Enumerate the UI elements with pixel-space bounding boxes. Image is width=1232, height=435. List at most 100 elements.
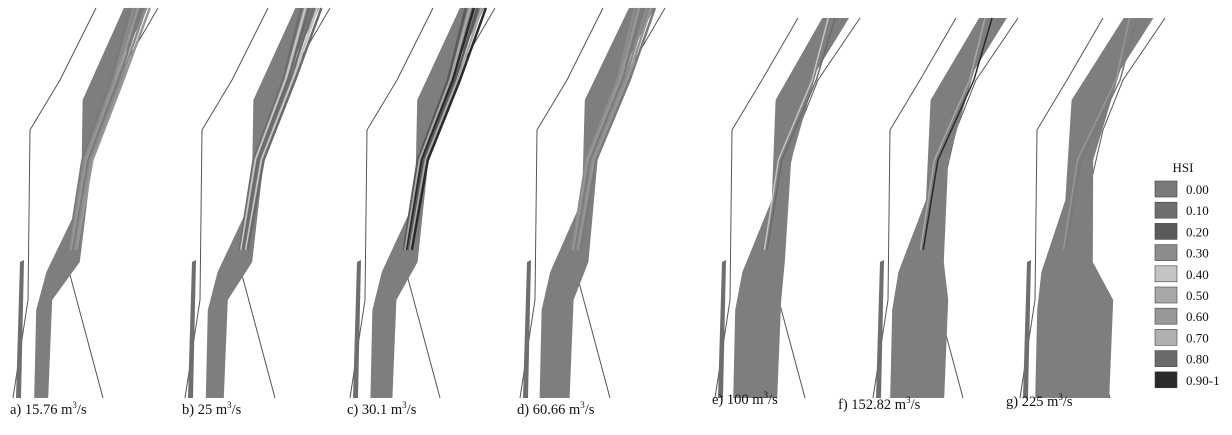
wetted-area [370,8,485,398]
wetted-area [34,8,148,398]
hsi-streak [238,7,303,251]
legend-title: HSI [1173,160,1194,175]
left-bank-line [872,17,957,399]
river-panels [12,7,1166,399]
panel-caption: b) 25 m3/s [182,400,242,418]
river-panel-e [714,17,861,399]
hsi-streak [577,7,653,251]
river-panel-b [184,7,331,399]
river-panel-f [872,17,1019,399]
legend-entry: 0.80 [1154,350,1209,367]
legend-label: 0.90-1 [1186,373,1220,388]
hsi-streak [407,7,480,251]
legend-entry: 0.60 [1154,307,1209,325]
hsi-streak [68,7,136,251]
legend-label: 0.40 [1186,267,1209,282]
wetted-area [890,18,1007,398]
panel-caption: a) 15.76 m3/s [10,400,87,418]
legend-entry: 0.90-1 [1154,371,1220,389]
legend-swatch [1154,329,1178,346]
hsi-streak [922,17,993,251]
hsi-streak [239,7,307,251]
panel-caption: d) 60.66 m3/s [517,400,595,418]
hsi-streak [578,7,657,251]
legend-entry: 0.50 [1154,286,1209,304]
wetted-area [733,18,850,398]
hsi-streak [244,7,319,251]
legend-entry: 0.10 [1154,201,1209,219]
hsi-streak [73,7,148,251]
panel-caption: e) 100 m3/s [712,390,778,408]
legend-entry: 0.00 [1154,180,1209,198]
wetted-area [205,8,320,398]
hsi-streak [71,7,144,251]
side-channel [16,260,24,398]
legend-entry: 0.30 [1154,244,1209,261]
hsi-streak [246,7,323,251]
legend-swatch [1154,223,1178,240]
legend-label: 0.50 [1186,288,1209,303]
legend-label: 0.30 [1186,246,1209,261]
wetted-area [539,8,655,398]
hsi-streak [575,7,649,251]
panel-captions: a) 15.76 m3/s b) 25 m3/s c) 30.1 m3/s d) 60… [10,390,1073,418]
panel-caption: g) 225 m3/s [1006,392,1073,410]
wetted-area [1035,18,1154,398]
legend-label: 0.00 [1186,182,1209,197]
legend-swatch [1154,180,1178,198]
side-channel [188,260,196,398]
river-panel-c [349,7,496,399]
river-panel-a [12,7,159,399]
hsi-streak [67,7,132,251]
river-panel-d [519,7,666,399]
hsi-streak [404,7,472,251]
hsi-streak [408,7,484,251]
legend-entry: 0.20 [1154,223,1209,240]
hsi-streak [410,7,488,251]
legend-swatch [1154,307,1178,325]
legend-label: 0.20 [1186,224,1209,239]
legend-swatch [1154,286,1178,304]
hsi-streak [402,7,468,251]
hsi-streak [572,7,641,251]
side-channel [353,260,361,398]
hsi-streak [570,7,637,251]
river-panel-g [1019,17,1166,399]
hsi-streak [1065,17,1138,251]
legend-swatch [1154,371,1178,389]
panel-caption: f) 152.82 m3/s [838,395,921,413]
side-channel [1023,260,1031,398]
hsi-streak [574,7,645,251]
hsi-streak [1062,17,1131,251]
legend-swatch [1154,244,1178,261]
hsi-streak [241,7,311,251]
legend-swatch [1154,265,1178,283]
side-channel [523,260,531,398]
side-channel [718,260,726,398]
hsi-streak [919,17,986,251]
left-bank-line [1019,17,1104,399]
hsi-streak [70,7,140,251]
hsi-streak [766,17,836,251]
hsi-streak [243,7,315,251]
left-bank-line [184,7,269,399]
left-bank-line [714,17,799,399]
hsi-legend: HSI 0.00 0.10 0.20 0.30 0.40 0.50 0.60 0.70 0.80… [1154,160,1220,389]
legend-entry: 0.70 [1154,329,1209,346]
legend-label: 0.80 [1186,352,1209,367]
legend-swatch [1154,201,1178,219]
legend-label: 0.70 [1186,330,1209,345]
legend-label: 0.60 [1186,309,1209,324]
hsi-streak [75,7,152,251]
side-channel [876,260,884,398]
left-bank-line [519,7,604,399]
legend-swatch [1154,350,1178,367]
left-bank-line [349,7,434,399]
legend-label: 0.10 [1186,203,1209,218]
hsi-streak [405,7,476,251]
legend-entry: 0.40 [1154,265,1209,283]
left-bank-line [12,7,97,399]
hsi-streak [763,17,829,251]
panel-caption: c) 30.1 m3/s [347,400,417,418]
